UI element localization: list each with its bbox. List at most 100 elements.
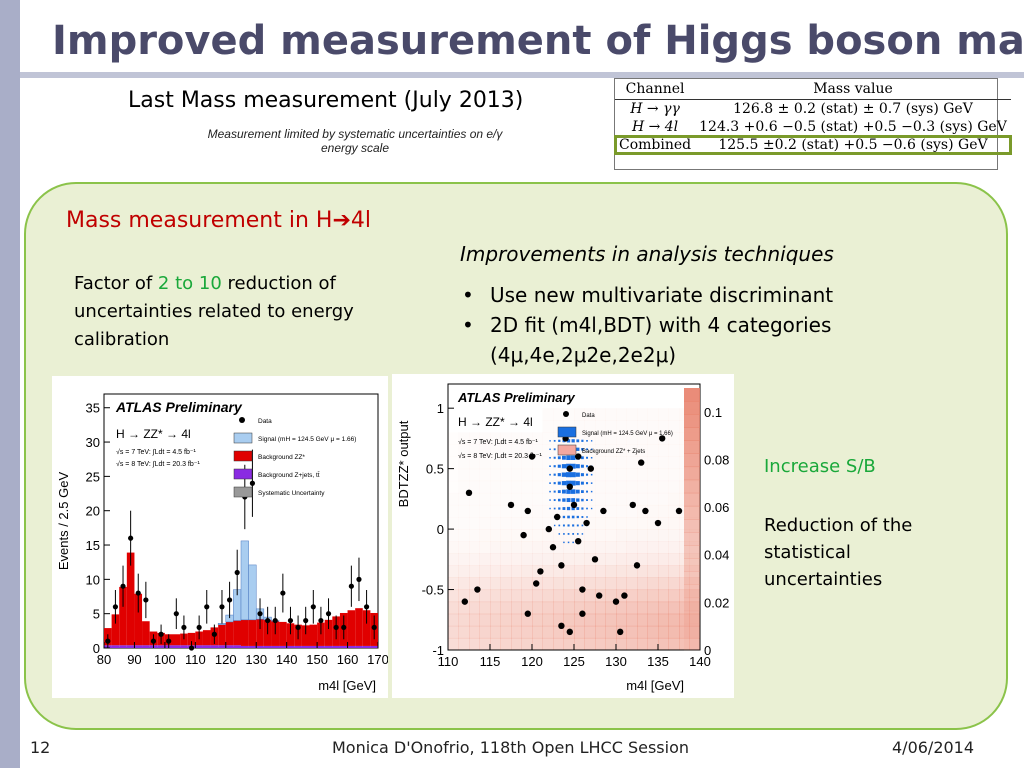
background-cell bbox=[637, 468, 648, 482]
signal-cell bbox=[549, 490, 551, 493]
x-axis-label: m4l [GeV] bbox=[626, 678, 684, 693]
background-cell bbox=[658, 480, 669, 494]
lumi-label: √s = 7 TeV: ∫Ldt = 4.5 fb⁻¹ bbox=[458, 438, 539, 446]
y-tick-label: -0.5 bbox=[422, 583, 444, 598]
x-tick-label: 90 bbox=[127, 652, 141, 667]
signal-cell bbox=[586, 456, 589, 459]
signal-cell bbox=[581, 439, 584, 442]
process-label: H → ZZ* → 4l bbox=[116, 427, 191, 441]
background-cell bbox=[584, 637, 596, 651]
background-cell bbox=[668, 432, 680, 445]
colorbar-cell bbox=[684, 414, 700, 428]
data-point bbox=[150, 638, 157, 644]
data-point bbox=[280, 590, 286, 596]
background-cell bbox=[490, 517, 501, 530]
zz-bar bbox=[134, 593, 143, 646]
background-cell bbox=[532, 541, 543, 554]
signal-cell bbox=[557, 464, 561, 468]
legend-label: Background Z+jets, tt̄ bbox=[258, 471, 320, 479]
zz-bar bbox=[279, 621, 287, 646]
background-cell bbox=[668, 517, 680, 530]
data-point bbox=[120, 583, 126, 589]
signal-cell bbox=[567, 515, 570, 519]
data-point bbox=[621, 592, 628, 599]
background-cell bbox=[500, 589, 512, 603]
background-cell bbox=[626, 589, 638, 603]
background-cell bbox=[458, 589, 470, 603]
zjets-bar bbox=[134, 645, 143, 648]
data-point bbox=[558, 622, 565, 630]
background-cell bbox=[532, 637, 543, 651]
background-cell bbox=[511, 481, 522, 494]
bdt-vs-m4l-plot: 110 115 120 125 130 135 140 -1 -0.5 0 0.5 1 0 0.02 0.0… bbox=[392, 374, 734, 698]
signal-cell bbox=[565, 472, 572, 478]
zjets-bar bbox=[286, 645, 295, 648]
x-tick-label: 110 bbox=[438, 654, 459, 669]
background-cell bbox=[626, 637, 638, 651]
background-cell bbox=[584, 601, 596, 615]
improvements-title: Improvements in analysis techniques bbox=[460, 242, 834, 266]
background-cell bbox=[647, 529, 659, 542]
background-cell bbox=[647, 637, 659, 651]
background-cell bbox=[500, 601, 512, 615]
x-tick-label: 110 bbox=[185, 652, 206, 667]
background-cell bbox=[563, 589, 575, 603]
background-cell bbox=[458, 577, 470, 591]
zjets-bar bbox=[309, 645, 318, 648]
background-cell bbox=[689, 541, 701, 554]
signal-cell bbox=[575, 481, 580, 486]
background-cell bbox=[448, 613, 459, 627]
signal-cell bbox=[575, 472, 580, 477]
signal-cell bbox=[557, 490, 561, 494]
signal-cell bbox=[581, 516, 584, 518]
signal-cell bbox=[585, 482, 589, 485]
background-cell bbox=[668, 625, 680, 639]
background-cell bbox=[616, 432, 627, 445]
background-cell bbox=[584, 456, 596, 470]
colorbar-cell bbox=[684, 453, 700, 468]
signal-cell bbox=[558, 533, 561, 535]
signal-cell bbox=[563, 541, 565, 544]
background-cell bbox=[511, 625, 522, 639]
background-cell bbox=[647, 565, 659, 578]
background-cell bbox=[595, 480, 606, 494]
data-point bbox=[545, 525, 552, 533]
zjets-bar bbox=[324, 645, 333, 648]
signal-cell bbox=[581, 456, 584, 460]
sidebar-band bbox=[0, 0, 20, 768]
signal-cell bbox=[549, 499, 551, 501]
background-cell bbox=[605, 420, 617, 433]
background-cell bbox=[584, 444, 596, 458]
signal-cell bbox=[570, 463, 576, 469]
signal-cell bbox=[561, 472, 567, 477]
background-cell bbox=[490, 505, 501, 518]
signal-cell bbox=[575, 464, 580, 469]
background-cell bbox=[479, 589, 491, 603]
data-point bbox=[158, 631, 164, 637]
signal-cell bbox=[570, 472, 576, 478]
background-cell bbox=[532, 589, 543, 603]
background-cell bbox=[511, 577, 522, 591]
background-cell bbox=[605, 517, 617, 530]
zjets-bar bbox=[180, 645, 188, 648]
background-cell bbox=[469, 637, 480, 651]
background-cell bbox=[490, 541, 501, 554]
signal-cell bbox=[581, 490, 584, 494]
background-cell bbox=[647, 408, 659, 421]
colorbar-cell bbox=[684, 401, 700, 415]
colorbar-tick-label: 0 bbox=[704, 643, 711, 658]
background-cell bbox=[647, 504, 659, 518]
background-cell bbox=[479, 613, 491, 627]
background-cell bbox=[500, 637, 512, 651]
zz-bar bbox=[119, 586, 127, 646]
background-cell bbox=[500, 529, 512, 542]
background-cell bbox=[480, 469, 491, 482]
background-cell bbox=[500, 577, 512, 591]
background-cell bbox=[458, 625, 470, 639]
background-cell bbox=[521, 589, 533, 603]
background-cell bbox=[553, 408, 564, 421]
signal-cell bbox=[586, 499, 588, 501]
data-point bbox=[579, 610, 586, 617]
data-point bbox=[579, 586, 586, 593]
colorbar-cell bbox=[684, 492, 700, 507]
